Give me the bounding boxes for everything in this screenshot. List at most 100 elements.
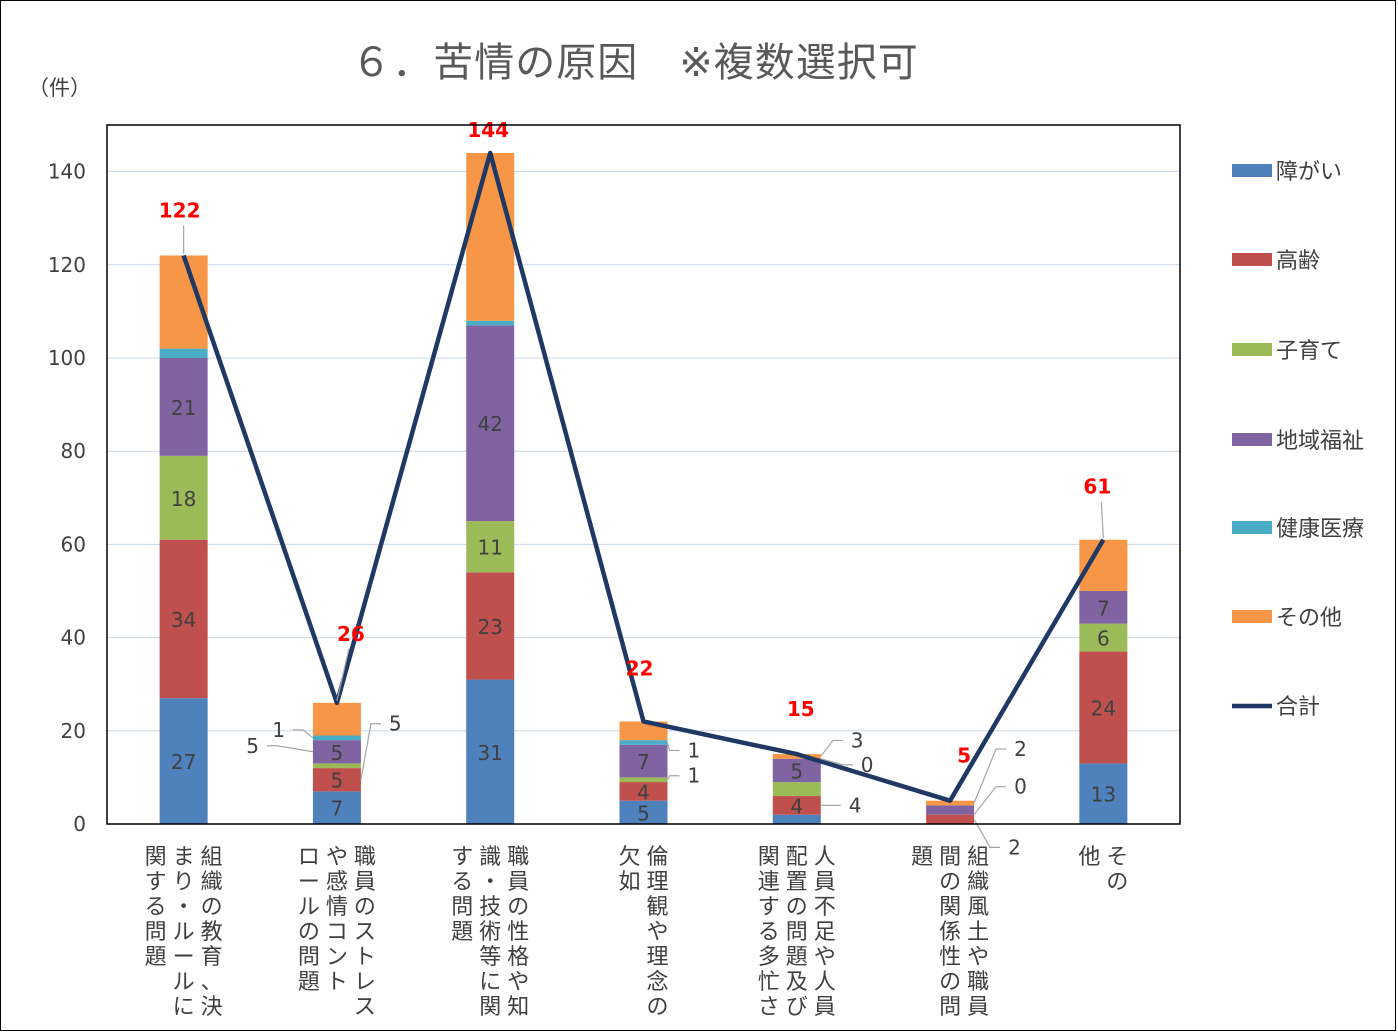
segment-value-label: 23 [477,615,502,639]
bar-segment [1079,591,1128,624]
category-label-char: 欠 [618,845,640,870]
category-label-char: 員 [507,870,529,895]
bar-segment [312,735,361,741]
segment-value-label: 5 [637,801,650,825]
bar-segment [159,698,208,824]
segment-value-label: 1 [688,738,701,762]
category-label-char: 情 [326,895,348,920]
category-label-char: 念 [646,970,668,995]
category-label-char: 風 [967,895,989,920]
category-label-char: コ [326,920,348,945]
category-label-char: 織 [967,870,989,895]
bar-segment [466,320,515,326]
category-label-char: す [451,845,473,870]
y-tick-label: 140 [48,160,86,184]
category-label-char: 員 [814,995,836,1020]
category-label-char: 多 [758,945,780,970]
legend-label: 地域福祉 [1276,429,1364,454]
category-label-char: 理 [646,945,668,970]
segment-value-label: 7 [637,750,650,774]
bar-segment [312,702,361,736]
category-label-char: ル [298,895,320,920]
gridlines [107,171,1180,732]
category-label-char: 関 [145,845,167,870]
x-axis: 組織の教育、決まり・ルールに関する問題職員のストレスや感情コントロールの問題職員… [145,845,1129,1020]
segment-value-label: 21 [171,396,196,420]
y-tick-label: 100 [48,346,86,370]
category-label-char: そ [1106,845,1128,870]
label-leader-line [973,819,1001,848]
category-label-char: の [354,895,376,920]
segment-value-label: 4 [790,794,803,818]
category-label-char: 織 [201,870,223,895]
category-label-char: さ [758,995,780,1020]
category-label-char: の [939,970,961,995]
bars [159,152,1128,824]
category-label-char: 職 [967,970,989,995]
category-label-char: 人 [814,970,836,995]
total-value-label: 122 [159,198,201,222]
category-label-char: ロ [298,845,320,870]
category-label-char: 倫 [646,845,668,870]
bar-segment [1079,651,1128,764]
y-tick-label: 40 [61,626,86,650]
total-line-path [181,150,1106,803]
label-leader-line [360,723,381,780]
category-label-char: 理 [646,870,668,895]
category-label-char: ス [354,920,376,945]
category-label-char: 教 [201,920,223,945]
bar-segment [619,744,668,778]
category-label-char: る [758,920,780,945]
category-label-char: 不 [814,895,836,920]
category-label-char: 員 [814,870,836,895]
category-label-char: の [1106,870,1128,895]
category-label-char: 知 [507,995,529,1020]
category-label-char: 及 [786,970,808,995]
segment-value-label: 4 [637,780,650,804]
category-label-char: 員 [967,995,989,1020]
label-leader-line [973,748,1007,804]
label-leader-line [820,758,853,766]
y-tick-label: 20 [61,719,86,743]
segment-value-label: 1 [688,764,701,788]
category-label-char: 人 [814,845,836,870]
bar-segment [926,805,975,815]
segment-value-label: 5 [790,759,803,783]
category-label-char: 題 [786,945,808,970]
y-axis: 0 20 40 60 80 100 120 140 [48,160,86,836]
category-label-char: 組 [201,845,223,870]
y-tick-label: 0 [73,812,86,836]
category-label-char: 決 [201,995,223,1020]
category-label-char: 問 [939,995,961,1020]
label-leader-line [973,786,1007,816]
label-leader-line [820,739,843,757]
bar-segment [926,814,975,824]
category-label-char: 間 [939,845,961,870]
bar-segment [619,800,668,824]
category-label-char: 題 [145,945,167,970]
category-label-char: レ [354,970,376,995]
legend-label: 高齢 [1276,249,1320,274]
y-tick-label: 60 [61,532,86,556]
segment-value-label: 1 [272,718,285,742]
bar-segment [466,325,515,522]
bar-segment [926,800,975,806]
segment-value-label: 31 [477,741,502,765]
bar-segment [312,763,361,769]
bar-segment [159,348,208,358]
bar-segment [772,796,821,815]
legend-swatch [1232,521,1272,534]
segment-value-label: 2 [1014,737,1027,761]
category-label-char: す [145,870,167,895]
total-value-label: 22 [626,656,654,680]
category-label-char: 問 [451,895,473,920]
category-label-char: や [326,845,348,870]
category-label-char: 関 [479,995,501,1020]
category-label-char: 置 [786,870,808,895]
category-label-char: 格 [507,945,529,970]
category-label-char: や [646,920,668,945]
segment-value-label: 5 [246,734,259,758]
total-value-label: 61 [1083,475,1111,499]
